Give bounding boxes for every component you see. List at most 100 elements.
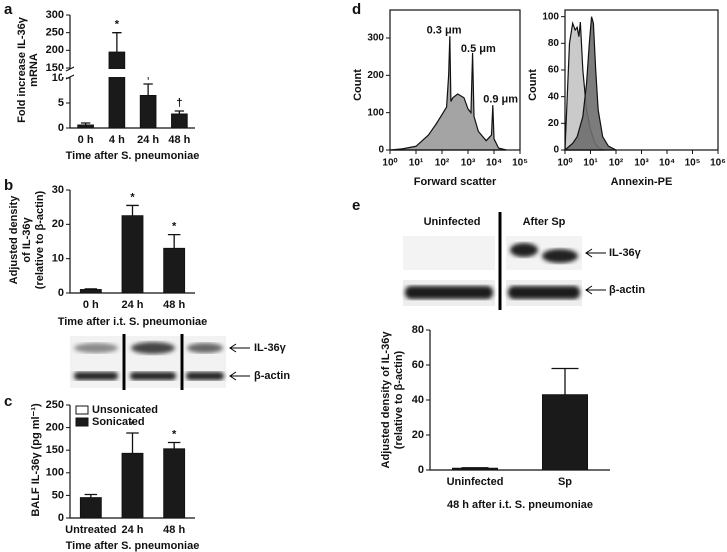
x-axis-label: 48 h after i.t. S. pneumoniae xyxy=(447,499,593,511)
blot-label: IL-36γ xyxy=(609,247,642,259)
bar xyxy=(79,289,102,294)
y-tick-label: 0 xyxy=(418,464,424,476)
band xyxy=(130,372,176,380)
x-tick-label: 10³ xyxy=(634,158,649,169)
bar xyxy=(139,95,157,129)
x-tick-label: 10¹ xyxy=(583,158,598,169)
annotation: 0.5 μm xyxy=(461,43,496,55)
y-axis-label: (relative to β-actin) xyxy=(393,350,405,449)
x-tick-label: Untreated xyxy=(65,524,116,536)
blot-label: IL-36γ xyxy=(254,342,287,354)
y-tick-label: 50 xyxy=(52,489,64,501)
y-tick-label: 40 xyxy=(412,394,424,406)
band xyxy=(187,343,223,353)
panel-letter: e xyxy=(352,197,360,214)
x-tick-label: 10⁰ xyxy=(382,158,397,169)
x-tick-label: 4 h xyxy=(109,134,125,146)
x-axis-label: Time after S. pneumoniae xyxy=(66,540,200,552)
blot-b: IL-36γ β-actin xyxy=(70,334,290,390)
panel-letter: c xyxy=(4,393,12,410)
bar xyxy=(121,452,144,519)
x-axis-label: Annexin-PE xyxy=(611,176,673,188)
y-tick-label: 200 xyxy=(367,70,384,81)
y-tick-label: 5 xyxy=(58,97,64,109)
y-tick-label: 80 xyxy=(548,38,560,49)
bar xyxy=(171,113,188,129)
error-bar xyxy=(174,110,185,114)
y-tick-label: 30 xyxy=(52,184,64,196)
band xyxy=(74,343,118,353)
blot-e: Uninfected After Sp IL-36γ β-actin xyxy=(403,212,645,310)
error-bar xyxy=(126,204,139,216)
bar xyxy=(108,51,126,129)
band xyxy=(542,249,578,263)
bar xyxy=(77,124,94,129)
band xyxy=(186,372,224,380)
y-axis-label: BALF IL-36γ (pg ml⁻¹) xyxy=(30,403,42,517)
y-tick-label: 100 xyxy=(46,467,64,479)
y-tick-label: 250 xyxy=(46,27,64,39)
x-tick-label: 48 h xyxy=(163,299,185,311)
y-tick-label: 10 xyxy=(52,72,64,84)
legend-label: Unsonicated xyxy=(92,404,158,416)
error-bar xyxy=(167,441,181,449)
y-axis-label: Count xyxy=(352,69,364,101)
bar xyxy=(452,467,498,471)
y-axis-label: Adjusted density of IL-36γ xyxy=(380,331,392,469)
y-tick-label: 0 xyxy=(58,287,64,299)
error-bar xyxy=(84,493,98,498)
y-tick-label: 300 xyxy=(367,33,384,44)
x-tick-label: 0 h xyxy=(83,299,99,311)
annotation: 0.9 μm xyxy=(483,94,518,106)
x-axis-label: Time after S. pneumoniae xyxy=(66,150,200,162)
bar xyxy=(121,215,144,294)
panel-letter: a xyxy=(4,1,13,18)
panel-letter: d xyxy=(352,1,361,18)
y-tick-label: 200 xyxy=(46,44,64,56)
annotation: 0.3 μm xyxy=(427,24,462,36)
y-tick-label: 250 xyxy=(46,399,64,411)
legend-swatch xyxy=(75,405,89,415)
bar xyxy=(163,448,186,519)
x-tick-label: 10⁵ xyxy=(685,158,701,169)
arrows xyxy=(585,248,606,295)
x-tick-label: Uninfected xyxy=(447,476,504,488)
x-tick-label: Sp xyxy=(558,476,572,488)
significance-marker: † xyxy=(176,97,182,109)
y-tick-label: 0 xyxy=(58,512,64,524)
y-axis-label: of IL-36γ xyxy=(21,217,33,263)
y-axis-label: mRNA xyxy=(28,53,40,87)
y-tick-label: 20 xyxy=(548,118,560,129)
y-tick-label: 300 xyxy=(46,9,64,21)
x-tick-label: 24 h xyxy=(121,299,143,311)
y-axis-label: Adjusted density xyxy=(8,195,20,285)
arrows xyxy=(229,343,250,381)
blot-label: β-actin xyxy=(254,370,290,382)
error-bar xyxy=(80,122,91,125)
y-tick-label: 20 xyxy=(412,429,424,441)
y-tick-label: 60 xyxy=(548,65,560,76)
x-axis-label: Forward scatter xyxy=(414,176,497,188)
y-tick-label: 10 xyxy=(52,253,64,265)
y-tick-label: 0 xyxy=(378,145,384,156)
x-tick-label: 48 h xyxy=(168,134,190,146)
error-bar xyxy=(167,233,181,249)
error-bar xyxy=(126,432,139,454)
error-bar xyxy=(112,32,122,53)
y-axis-label: Fold increase IL-36γ xyxy=(16,16,28,123)
x-tick-label: 10⁴ xyxy=(486,158,502,169)
significance-marker: * xyxy=(130,191,135,203)
bar xyxy=(163,247,186,294)
error-bar xyxy=(143,83,153,96)
band xyxy=(405,286,493,299)
axis-break xyxy=(62,69,195,77)
y-tick-label: 100 xyxy=(367,107,384,118)
band xyxy=(131,342,175,354)
y-tick-label: 100 xyxy=(542,11,559,22)
blot-group: Uninfected xyxy=(424,216,481,228)
y-tick-label: 150 xyxy=(46,444,64,456)
x-tick-label: 10² xyxy=(609,158,624,169)
x-tick-label: 10² xyxy=(435,158,450,169)
x-tick-label: 10⁶ xyxy=(710,158,726,169)
